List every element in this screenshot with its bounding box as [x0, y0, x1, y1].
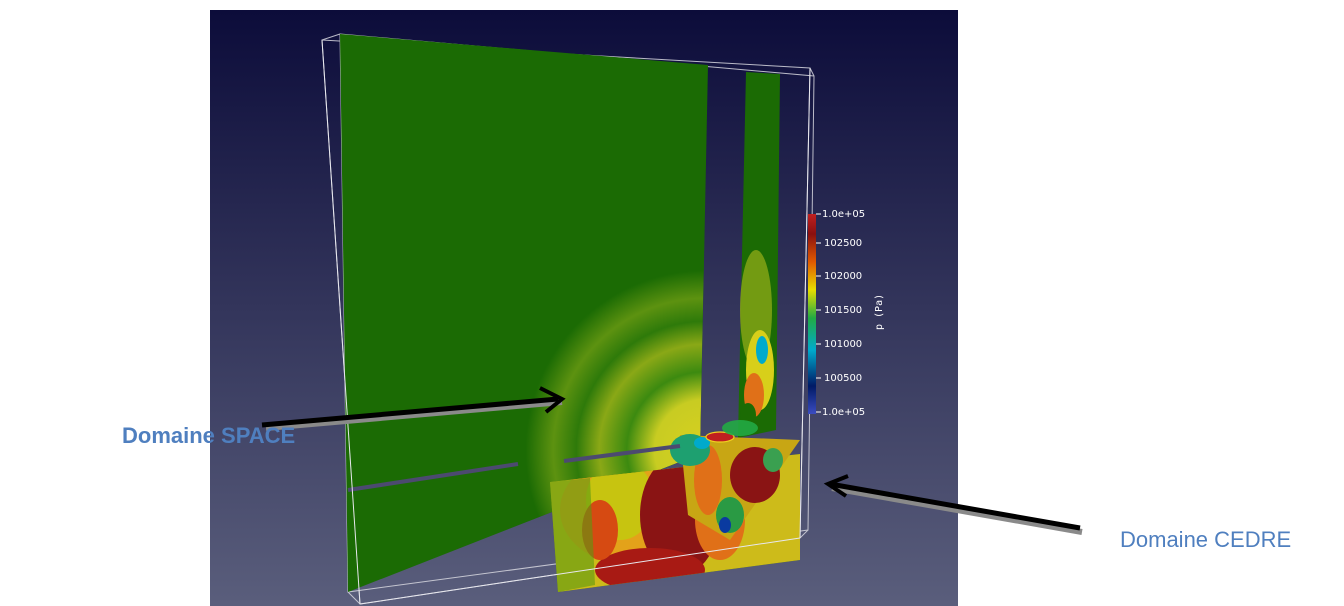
colorbar-tick: 101500 [824, 305, 862, 316]
colorbar-tick: 101000 [824, 339, 862, 350]
cedre-domain-region [670, 420, 800, 540]
colorbar-tick: 100500 [824, 373, 862, 384]
right-panel-field [740, 250, 774, 427]
colorbar-title: p (Pa) [874, 294, 885, 330]
bounding-box-front [321, 39, 811, 605]
colorbar-tick: 102500 [824, 238, 862, 249]
colorbar-gradient [808, 214, 816, 414]
label-domaine-cedre: Domaine CEDRE [1120, 527, 1292, 552]
colorbar-tick: 1.0e+05 [822, 407, 865, 418]
colorbar-tick: 1.0e+05 [822, 209, 865, 220]
colorbar-tick: 102000 [824, 271, 862, 282]
colorbar: 1.0e+05 102500 102000 101500 101000 1005… [808, 209, 885, 418]
scene-svg: 1.0e+05 102500 102000 101500 101000 1005… [210, 10, 958, 606]
slit-right [563, 444, 681, 463]
lower-transition [550, 478, 595, 592]
label-domaine-space: Domaine SPACE [122, 423, 296, 448]
render-viewport[interactable]: 1.0e+05 102500 102000 101500 101000 1005… [210, 10, 958, 606]
slit-left [347, 462, 519, 492]
